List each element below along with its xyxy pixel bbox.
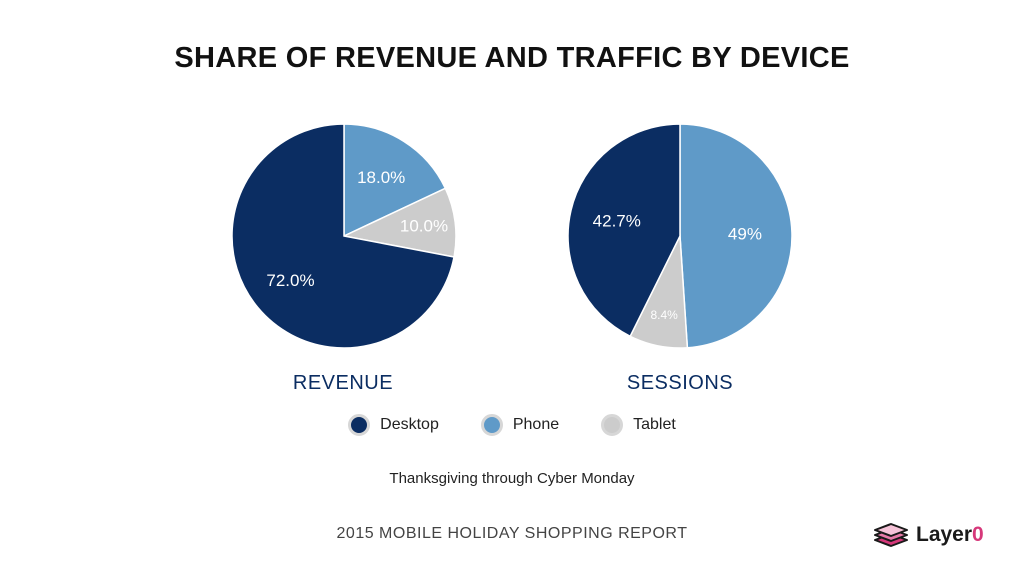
layer0-logo: Layer0 [872, 520, 984, 550]
legend-swatch-phone [480, 414, 503, 436]
data-label-tablet: 10.0% [400, 216, 448, 235]
pie-sessions: 49% 8.4% 42.7% [567, 123, 793, 349]
data-label-desktop: 42.7% [593, 212, 641, 231]
legend-label-phone: Phone [512, 416, 560, 433]
pie-title-sessions: SESSIONS [626, 372, 734, 394]
data-label-tablet: 8.4% [650, 308, 678, 322]
date-range-note: Thanksgiving through Cyber Monday [389, 470, 635, 487]
legend-item-desktop: Desktop [348, 414, 439, 436]
legend-label-desktop: Desktop [380, 416, 439, 433]
report-footer: 2015 MOBILE HOLIDAY SHOPPING REPORT [336, 525, 688, 542]
chart-title: SHARE OF REVENUE AND TRAFFIC BY DEVICE [174, 42, 850, 74]
legend-swatch-desktop [348, 414, 371, 436]
pie-revenue: 18.0% 10.0% 72.0% [231, 123, 457, 349]
legend-label-tablet: Tablet [633, 416, 676, 433]
legend: Desktop Phone Tablet [0, 414, 1024, 436]
data-label-phone: 49% [728, 224, 762, 243]
layers-icon [874, 523, 908, 547]
pie-slice-desktop [231, 123, 455, 349]
pie-slice-phone [679, 123, 793, 349]
data-label-phone: 18.0% [357, 168, 405, 187]
pie-slice-desktop [567, 123, 681, 338]
pie-title-revenue: REVENUE [292, 372, 394, 394]
logo-wordmark: Layer0 [916, 523, 984, 546]
data-label-desktop: 72.0% [266, 271, 314, 290]
legend-item-phone: Phone [480, 414, 560, 436]
legend-item-tablet: Tablet [601, 414, 676, 436]
pie-slice-phone [343, 123, 447, 238]
legend-swatch-tablet [601, 414, 624, 436]
